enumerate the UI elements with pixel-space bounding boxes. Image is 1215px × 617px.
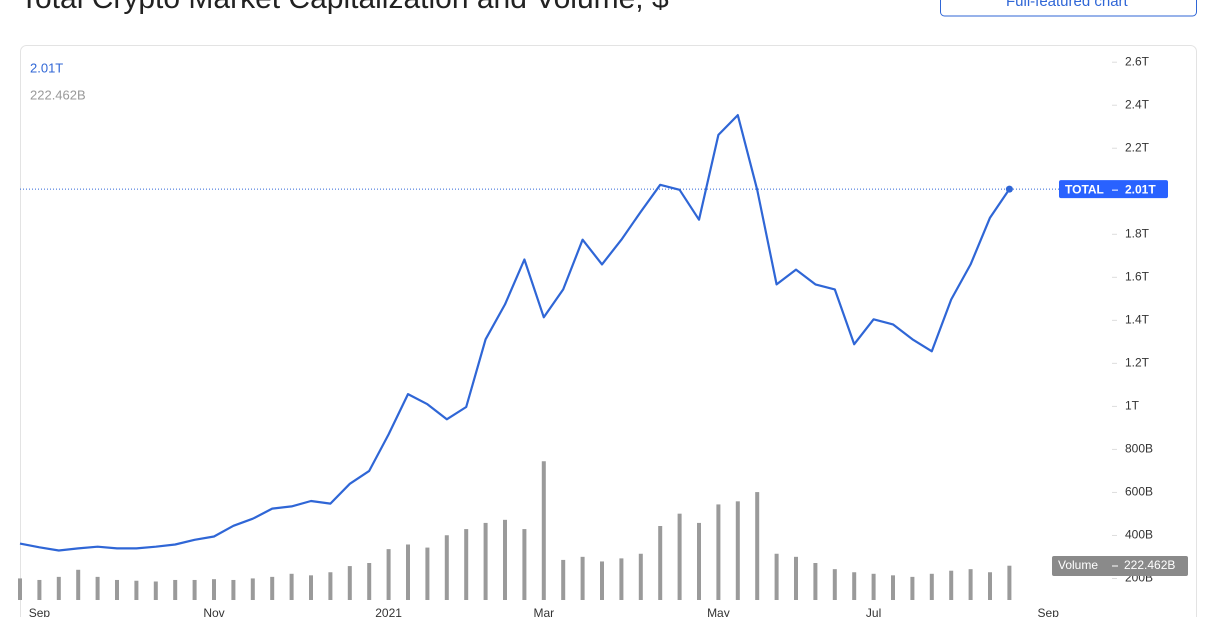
- volume-bar: [541, 461, 546, 600]
- volume-bar: [212, 579, 216, 600]
- volume-bar: [677, 513, 682, 600]
- volume-bar: [115, 579, 119, 600]
- last-point: [1005, 185, 1013, 193]
- volume-tag-value: 222.462B: [1124, 558, 1175, 572]
- y-tick-label: 1T: [1125, 399, 1140, 413]
- volume-bar: [250, 578, 255, 600]
- full-chart-button[interactable]: [940, 0, 1197, 17]
- volume-bar: [406, 544, 410, 600]
- legend-volume: 222.462B: [30, 87, 86, 102]
- legend-total: 2.01T: [30, 60, 63, 75]
- volume-bar: [386, 549, 391, 600]
- volume-bar: [561, 559, 566, 600]
- volume-bar: [483, 522, 488, 600]
- volume-bar: [813, 563, 818, 600]
- volume-bar: [638, 553, 643, 600]
- volume-bar: [988, 572, 992, 600]
- y-tick-label: 1.2T: [1125, 356, 1150, 370]
- volume-bar: [852, 572, 857, 600]
- volume-bar: [968, 569, 973, 600]
- y-tick-label: 1.6T: [1125, 269, 1150, 283]
- volume-bar: [367, 563, 372, 600]
- volume-bar: [95, 576, 100, 600]
- x-tick-label: Nov: [203, 606, 224, 617]
- volume-bar: [735, 501, 740, 600]
- x-tick-label: Sep: [1038, 606, 1060, 617]
- volume-bar: [774, 553, 779, 600]
- volume-bar: [929, 573, 934, 600]
- y-tick-label: 2.4T: [1125, 97, 1150, 111]
- volume-bar: [425, 547, 430, 600]
- volume-bar: [328, 572, 333, 600]
- y-tick-label: 2.2T: [1125, 140, 1150, 154]
- volume-bar: [173, 579, 178, 600]
- y-tick-label: 400B: [1125, 528, 1153, 542]
- chart-title: Total Crypto Market Capitalization and V…: [20, 0, 669, 15]
- volume-bar: [153, 581, 158, 600]
- price-tag-value: 2.01T: [1125, 182, 1156, 196]
- x-tick-label: May: [707, 606, 730, 617]
- volume-bar: [76, 569, 81, 600]
- chart-frame: [20, 45, 1197, 617]
- button-label[interactable]: Full-featured chart: [1006, 0, 1129, 10]
- price-tag-name: TOTAL: [1065, 182, 1104, 196]
- y-tick-label: 600B: [1125, 485, 1153, 499]
- price-tag: [1059, 180, 1168, 199]
- volume-bar: [37, 579, 42, 600]
- volume-bar: [18, 578, 22, 600]
- y-tick-label: 1.4T: [1125, 313, 1150, 327]
- x-tick-label: Mar: [533, 606, 554, 617]
- volume-bar: [755, 492, 760, 600]
- volume-bar: [580, 556, 585, 600]
- volume-bar: [832, 569, 837, 600]
- volume-bar: [658, 526, 663, 600]
- volume-tag-name: Volume: [1058, 558, 1098, 572]
- volume-bar: [289, 573, 294, 600]
- y-tick-label: 800B: [1125, 442, 1153, 456]
- x-tick-label: 2021: [375, 606, 402, 617]
- volume-bar: [464, 529, 469, 600]
- volume-bar: [1007, 565, 1012, 600]
- volume-bar: [910, 576, 915, 600]
- volume-bar: [871, 573, 876, 600]
- volume-bar: [794, 556, 798, 600]
- volume-bar: [949, 570, 954, 600]
- volume-bar: [891, 575, 895, 600]
- volume-bar: [270, 576, 275, 600]
- volume-bar: [134, 580, 139, 600]
- volume-bar: [619, 558, 624, 600]
- x-tick-label: Jul: [866, 606, 881, 617]
- volume-bar: [697, 522, 701, 600]
- volume-bar: [309, 575, 313, 600]
- volume-bar: [716, 504, 721, 600]
- volume-bar: [503, 519, 507, 600]
- volume-bar: [192, 579, 197, 600]
- volume-tag: [1052, 556, 1188, 576]
- volume-bar: [347, 566, 352, 600]
- volume-bar: [56, 576, 61, 600]
- x-tick-label: Sep: [29, 606, 51, 617]
- volume-bar: [600, 561, 604, 600]
- market-cap-line: [19, 114, 1011, 552]
- volume-bar: [231, 579, 236, 600]
- volume-bar: [522, 529, 527, 600]
- y-tick-label: 2.6T: [1125, 54, 1150, 68]
- y-tick-label: 1.8T: [1125, 226, 1150, 240]
- volume-bar: [444, 535, 449, 600]
